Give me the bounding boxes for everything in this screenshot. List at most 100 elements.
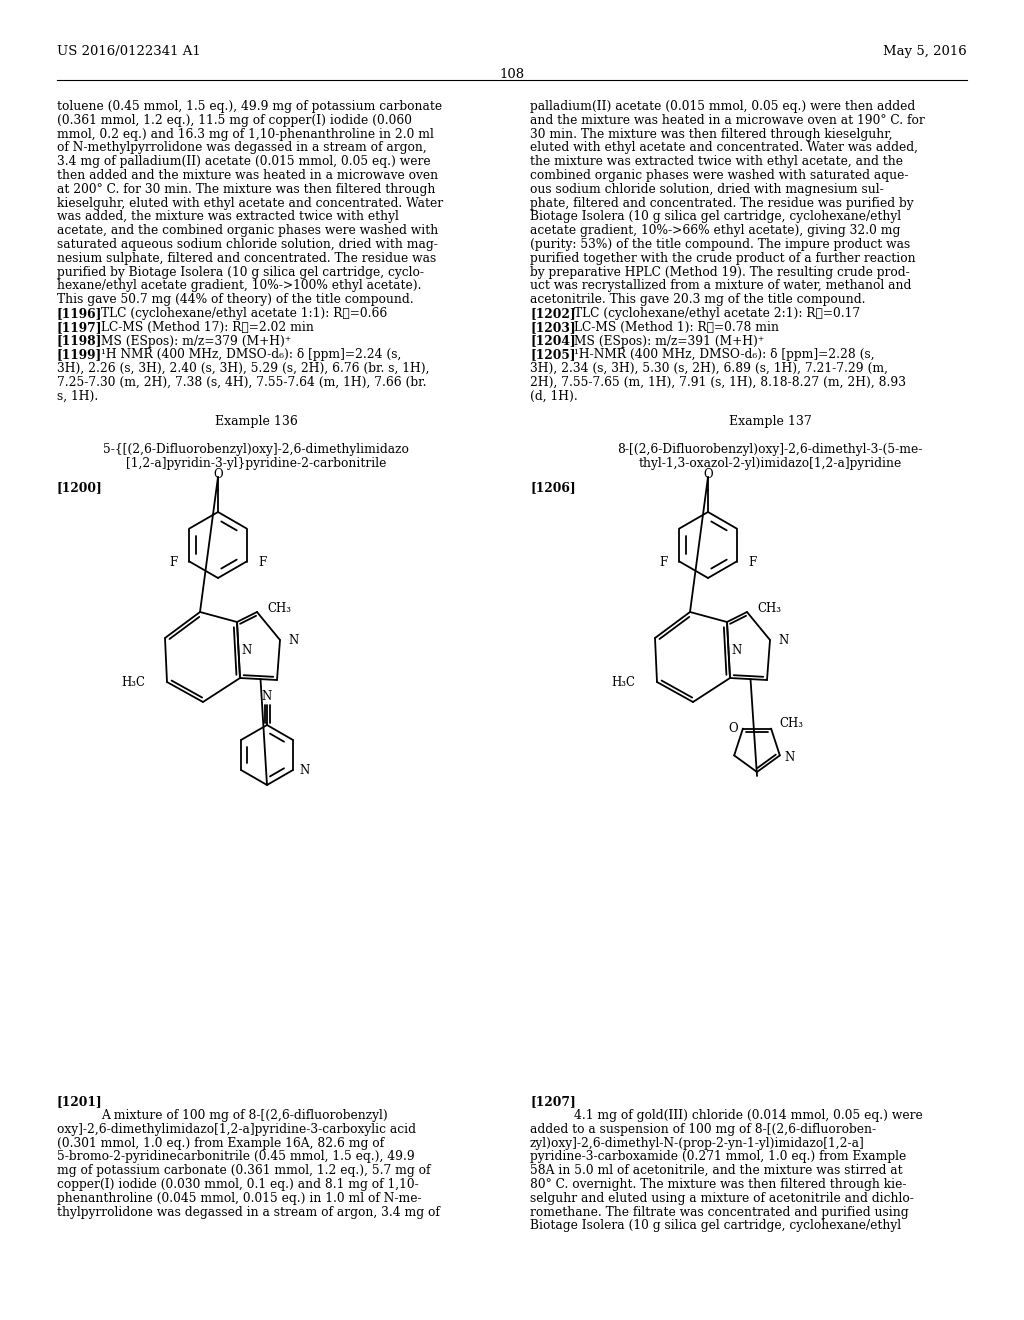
Text: 5-{[(2,6-Difluorobenzyl)oxy]-2,6-dimethylimidazo: 5-{[(2,6-Difluorobenzyl)oxy]-2,6-dimethy…	[103, 444, 409, 455]
Text: acetate, and the combined organic phases were washed with: acetate, and the combined organic phases…	[57, 224, 438, 238]
Text: purified together with the crude product of a further reaction: purified together with the crude product…	[530, 252, 915, 265]
Text: [1,2-a]pyridin-3-yl}pyridine-2-carbonitrile: [1,2-a]pyridin-3-yl}pyridine-2-carbonitr…	[126, 457, 386, 470]
Text: by preparative HPLC (Method 19). The resulting crude prod-: by preparative HPLC (Method 19). The res…	[530, 265, 909, 279]
Text: thyl-1,3-oxazol-2-yl)imidazo[1,2-a]pyridine: thyl-1,3-oxazol-2-yl)imidazo[1,2-a]pyrid…	[638, 457, 901, 470]
Text: was added, the mixture was extracted twice with ethyl: was added, the mixture was extracted twi…	[57, 210, 399, 223]
Text: 5-bromo-2-pyridinecarbonitrile (0.45 mmol, 1.5 eq.), 49.9: 5-bromo-2-pyridinecarbonitrile (0.45 mmo…	[57, 1151, 415, 1163]
Text: [1206]: [1206]	[530, 480, 575, 494]
Text: N: N	[288, 634, 298, 647]
Text: N: N	[778, 634, 788, 647]
Text: (purity: 53%) of the title compound. The impure product was: (purity: 53%) of the title compound. The…	[530, 238, 910, 251]
Text: 2H), 7.55-7.65 (m, 1H), 7.91 (s, 1H), 8.18-8.27 (m, 2H), 8.93: 2H), 7.55-7.65 (m, 1H), 7.91 (s, 1H), 8.…	[530, 376, 906, 389]
Text: H₃C: H₃C	[611, 676, 635, 689]
Text: [1198]: [1198]	[57, 334, 102, 347]
Text: of N-methylpyrrolidone was degassed in a stream of argon,: of N-methylpyrrolidone was degassed in a…	[57, 141, 427, 154]
Text: thylpyrrolidone was degassed in a stream of argon, 3.4 mg of: thylpyrrolidone was degassed in a stream…	[57, 1205, 440, 1218]
Text: eluted with ethyl acetate and concentrated. Water was added,: eluted with ethyl acetate and concentrat…	[530, 141, 918, 154]
Text: [1202]: [1202]	[530, 308, 575, 319]
Text: [1205]: [1205]	[530, 348, 575, 362]
Text: 58A in 5.0 ml of acetonitrile, and the mixture was stirred at: 58A in 5.0 ml of acetonitrile, and the m…	[530, 1164, 902, 1177]
Text: nesium sulphate, filtered and concentrated. The residue was: nesium sulphate, filtered and concentrat…	[57, 252, 436, 265]
Text: copper(I) iodide (0.030 mmol, 0.1 eq.) and 8.1 mg of 1,10-: copper(I) iodide (0.030 mmol, 0.1 eq.) a…	[57, 1177, 419, 1191]
Text: added to a suspension of 100 mg of 8-[(2,6-difluoroben-: added to a suspension of 100 mg of 8-[(2…	[530, 1123, 877, 1135]
Text: phate, filtered and concentrated. The residue was purified by: phate, filtered and concentrated. The re…	[530, 197, 913, 210]
Text: Biotage Isolera (10 g silica gel cartridge, cyclohexane/ethyl: Biotage Isolera (10 g silica gel cartrid…	[530, 1220, 901, 1233]
Text: Example 137: Example 137	[729, 414, 811, 428]
Text: ¹H NMR (400 MHz, DMSO-d₆): δ [ppm]=2.24 (s,: ¹H NMR (400 MHz, DMSO-d₆): δ [ppm]=2.24 …	[101, 348, 401, 362]
Text: purified by Biotage Isolera (10 g silica gel cartridge, cyclo-: purified by Biotage Isolera (10 g silica…	[57, 265, 424, 279]
Text: hexane/ethyl acetate gradient, 10%->100% ethyl acetate).: hexane/ethyl acetate gradient, 10%->100%…	[57, 280, 422, 293]
Text: Biotage Isolera (10 g silica gel cartridge, cyclohexane/ethyl: Biotage Isolera (10 g silica gel cartrid…	[530, 210, 901, 223]
Text: F: F	[259, 556, 267, 569]
Text: mmol, 0.2 eq.) and 16.3 mg of 1,10-phenanthroline in 2.0 ml: mmol, 0.2 eq.) and 16.3 mg of 1,10-phena…	[57, 128, 434, 141]
Text: 3.4 mg of palladium(II) acetate (0.015 mmol, 0.05 eq.) were: 3.4 mg of palladium(II) acetate (0.015 m…	[57, 156, 431, 168]
Text: (0.361 mmol, 1.2 eq.), 11.5 mg of copper(I) iodide (0.060: (0.361 mmol, 1.2 eq.), 11.5 mg of copper…	[57, 114, 412, 127]
Text: N: N	[262, 690, 272, 704]
Text: CH₃: CH₃	[779, 717, 803, 730]
Text: selguhr and eluted using a mixture of acetonitrile and dichlo-: selguhr and eluted using a mixture of ac…	[530, 1192, 913, 1205]
Text: combined organic phases were washed with saturated aque-: combined organic phases were washed with…	[530, 169, 908, 182]
Text: s, 1H).: s, 1H).	[57, 389, 98, 403]
Text: toluene (0.45 mmol, 1.5 eq.), 49.9 mg of potassium carbonate: toluene (0.45 mmol, 1.5 eq.), 49.9 mg of…	[57, 100, 442, 114]
Text: phenanthroline (0.045 mmol, 0.015 eq.) in 1.0 ml of N-me-: phenanthroline (0.045 mmol, 0.015 eq.) i…	[57, 1192, 422, 1205]
Text: 108: 108	[500, 69, 524, 81]
Text: acetate gradient, 10%->66% ethyl acetate), giving 32.0 mg: acetate gradient, 10%->66% ethyl acetate…	[530, 224, 900, 238]
Text: [1197]: [1197]	[57, 321, 102, 334]
Text: A mixture of 100 mg of 8-[(2,6-difluorobenzyl): A mixture of 100 mg of 8-[(2,6-difluorob…	[101, 1109, 388, 1122]
Text: then added and the mixture was heated in a microwave oven: then added and the mixture was heated in…	[57, 169, 438, 182]
Text: uct was recrystallized from a mixture of water, methanol and: uct was recrystallized from a mixture of…	[530, 280, 911, 293]
Text: N: N	[731, 644, 741, 656]
Text: [1199]: [1199]	[57, 348, 102, 362]
Text: (0.301 mmol, 1.0 eq.) from Example 16A, 82.6 mg of: (0.301 mmol, 1.0 eq.) from Example 16A, …	[57, 1137, 384, 1150]
Text: oxy]-2,6-dimethylimidazo[1,2-a]pyridine-3-carboxylic acid: oxy]-2,6-dimethylimidazo[1,2-a]pyridine-…	[57, 1123, 416, 1135]
Text: N: N	[299, 763, 309, 776]
Text: acetonitrile. This gave 20.3 mg of the title compound.: acetonitrile. This gave 20.3 mg of the t…	[530, 293, 865, 306]
Text: palladium(II) acetate (0.015 mmol, 0.05 eq.) were then added: palladium(II) acetate (0.015 mmol, 0.05 …	[530, 100, 915, 114]
Text: F: F	[659, 556, 668, 569]
Text: O: O	[213, 467, 223, 480]
Text: O: O	[703, 467, 713, 480]
Text: and the mixture was heated in a microwave oven at 190° C. for: and the mixture was heated in a microwav…	[530, 114, 925, 127]
Text: 3H), 2.26 (s, 3H), 2.40 (s, 3H), 5.29 (s, 2H), 6.76 (br. s, 1H),: 3H), 2.26 (s, 3H), 2.40 (s, 3H), 5.29 (s…	[57, 362, 429, 375]
Text: at 200° C. for 30 min. The mixture was then filtered through: at 200° C. for 30 min. The mixture was t…	[57, 182, 435, 195]
Text: mg of potassium carbonate (0.361 mmol, 1.2 eq.), 5.7 mg of: mg of potassium carbonate (0.361 mmol, 1…	[57, 1164, 430, 1177]
Text: ous sodium chloride solution, dried with magnesium sul-: ous sodium chloride solution, dried with…	[530, 182, 884, 195]
Text: MS (ESpos): m/z=391 (M+H)⁺: MS (ESpos): m/z=391 (M+H)⁺	[574, 334, 764, 347]
Text: CH₃: CH₃	[267, 602, 291, 615]
Text: 80° C. overnight. The mixture was then filtered through kie-: 80° C. overnight. The mixture was then f…	[530, 1177, 906, 1191]
Text: [1196]: [1196]	[57, 308, 102, 319]
Text: TLC (cyclohexane/ethyl acetate 1:1): R₟=0.66: TLC (cyclohexane/ethyl acetate 1:1): R₟=…	[101, 308, 387, 319]
Text: 3H), 2.34 (s, 3H), 5.30 (s, 2H), 6.89 (s, 1H), 7.21-7.29 (m,: 3H), 2.34 (s, 3H), 5.30 (s, 2H), 6.89 (s…	[530, 362, 888, 375]
Text: May 5, 2016: May 5, 2016	[884, 45, 967, 58]
Text: 7.25-7.30 (m, 2H), 7.38 (s, 4H), 7.55-7.64 (m, 1H), 7.66 (br.: 7.25-7.30 (m, 2H), 7.38 (s, 4H), 7.55-7.…	[57, 376, 427, 389]
Text: F: F	[749, 556, 757, 569]
Text: [1200]: [1200]	[57, 480, 102, 494]
Text: LC-MS (Method 17): R₟=2.02 min: LC-MS (Method 17): R₟=2.02 min	[101, 321, 314, 334]
Text: saturated aqueous sodium chloride solution, dried with mag-: saturated aqueous sodium chloride soluti…	[57, 238, 438, 251]
Text: pyridine-3-carboxamide (0.271 mmol, 1.0 eq.) from Example: pyridine-3-carboxamide (0.271 mmol, 1.0 …	[530, 1151, 906, 1163]
Text: 8-[(2,6-Difluorobenzyl)oxy]-2,6-dimethyl-3-(5-me-: 8-[(2,6-Difluorobenzyl)oxy]-2,6-dimethyl…	[617, 444, 923, 455]
Text: [1201]: [1201]	[57, 1096, 102, 1107]
Text: ¹H-NMR (400 MHz, DMSO-d₆): δ [ppm]=2.28 (s,: ¹H-NMR (400 MHz, DMSO-d₆): δ [ppm]=2.28 …	[574, 348, 874, 362]
Text: romethane. The filtrate was concentrated and purified using: romethane. The filtrate was concentrated…	[530, 1205, 908, 1218]
Text: CH₃: CH₃	[757, 602, 781, 615]
Text: 4.1 mg of gold(III) chloride (0.014 mmol, 0.05 eq.) were: 4.1 mg of gold(III) chloride (0.014 mmol…	[574, 1109, 923, 1122]
Text: the mixture was extracted twice with ethyl acetate, and the: the mixture was extracted twice with eth…	[530, 156, 903, 168]
Text: [1204]: [1204]	[530, 334, 575, 347]
Text: kieselguhr, eluted with ethyl acetate and concentrated. Water: kieselguhr, eluted with ethyl acetate an…	[57, 197, 443, 210]
Text: MS (ESpos): m/z=379 (M+H)⁺: MS (ESpos): m/z=379 (M+H)⁺	[101, 334, 291, 347]
Text: F: F	[169, 556, 177, 569]
Text: LC-MS (Method 1): R₟=0.78 min: LC-MS (Method 1): R₟=0.78 min	[574, 321, 779, 334]
Text: H₃C: H₃C	[121, 676, 145, 689]
Text: O: O	[728, 722, 738, 735]
Text: This gave 50.7 mg (44% of theory) of the title compound.: This gave 50.7 mg (44% of theory) of the…	[57, 293, 414, 306]
Text: 30 min. The mixture was then filtered through kieselguhr,: 30 min. The mixture was then filtered th…	[530, 128, 893, 141]
Text: (d, 1H).: (d, 1H).	[530, 389, 578, 403]
Text: Example 136: Example 136	[215, 414, 297, 428]
Text: TLC (cyclohexane/ethyl acetate 2:1): R₟=0.17: TLC (cyclohexane/ethyl acetate 2:1): R₟=…	[574, 308, 860, 319]
Text: [1203]: [1203]	[530, 321, 575, 334]
Text: N: N	[242, 644, 252, 656]
Text: [1207]: [1207]	[530, 1096, 575, 1107]
Text: US 2016/0122341 A1: US 2016/0122341 A1	[57, 45, 201, 58]
Text: N: N	[784, 751, 795, 764]
